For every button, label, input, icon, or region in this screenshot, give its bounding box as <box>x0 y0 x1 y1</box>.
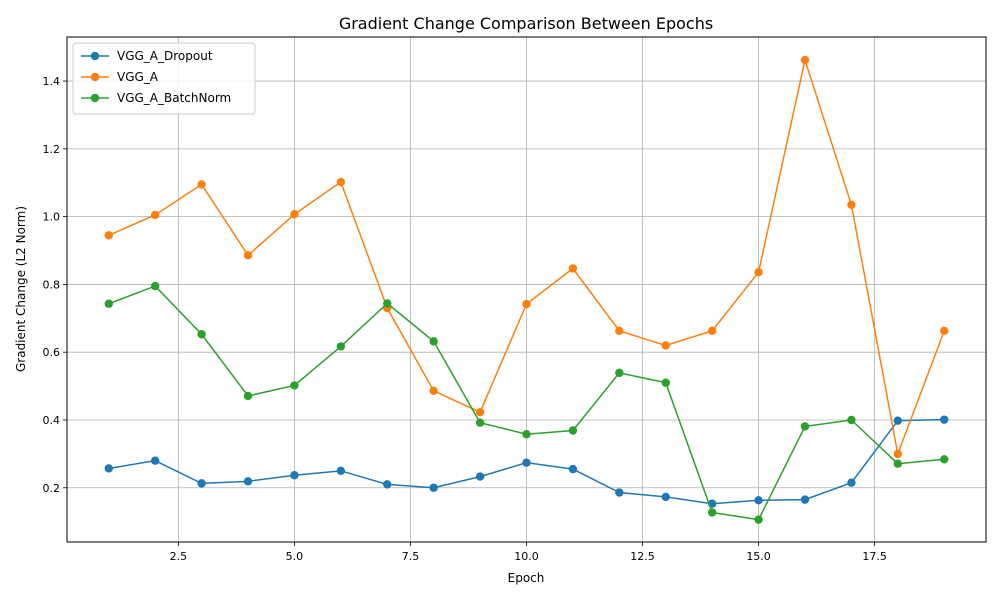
data-point <box>150 456 160 465</box>
legend-swatch-marker <box>90 93 100 103</box>
x-tick-label: 10.0 <box>514 550 539 563</box>
y-tick-label: 0.8 <box>43 278 61 291</box>
data-point <box>893 416 903 425</box>
data-point <box>429 337 438 346</box>
data-point <box>847 200 856 209</box>
data-point <box>522 430 531 439</box>
y-tick-label: 1.4 <box>43 75 61 88</box>
legend: VGG_A_Dropout VGG_A VGG_A_BatchNorm <box>72 42 256 115</box>
x-axis-label: Epoch <box>508 571 545 585</box>
data-point <box>661 492 670 502</box>
data-point <box>150 210 160 220</box>
legend-swatch-marker <box>90 51 100 61</box>
legend-label: VGG_A_Dropout <box>117 49 213 63</box>
data-point <box>429 386 438 396</box>
data-point <box>383 480 392 489</box>
x-tick-label: 5.0 <box>286 550 304 563</box>
data-point <box>336 342 346 351</box>
x-tick-label: 2.5 <box>170 550 188 563</box>
data-point <box>104 464 113 473</box>
data-point <box>475 472 485 481</box>
data-point <box>754 515 763 524</box>
x-tick-label: 17.5 <box>862 550 887 563</box>
axis-ticks: 2.5 5.0 7.5 10.0 12.5 15.0 17.5 0.2 0.4 0.6 0.8 1.0… <box>43 75 887 563</box>
data-point <box>707 326 717 336</box>
data-point <box>615 368 624 378</box>
data-point <box>336 177 346 187</box>
data-point <box>290 471 299 480</box>
data-point <box>800 55 810 65</box>
data-point <box>197 479 206 488</box>
x-tick-label: 15.0 <box>746 550 771 563</box>
data-point <box>150 281 160 291</box>
data-point <box>243 477 253 486</box>
data-point <box>290 210 299 219</box>
data-point <box>475 407 485 417</box>
legend-item: VGG_A_BatchNorm <box>81 91 231 105</box>
data-point <box>800 422 810 431</box>
data-point <box>661 341 670 350</box>
data-point <box>197 330 206 339</box>
y-tick-label: 1.0 <box>43 211 61 224</box>
legend-box <box>72 42 256 115</box>
data-point <box>243 391 253 401</box>
y-tick-label: 1.2 <box>43 143 61 156</box>
x-tick-label: 7.5 <box>402 550 420 563</box>
legend-label: VGG_A_BatchNorm <box>117 91 231 105</box>
legend-label: VGG_A <box>117 70 159 84</box>
data-point <box>104 231 113 240</box>
y-tick-label: 0.2 <box>43 482 61 495</box>
x-tick-label: 12.5 <box>630 550 655 563</box>
series-layer <box>104 55 949 524</box>
data-point <box>243 251 253 260</box>
data-point <box>847 415 856 425</box>
data-point <box>940 415 949 424</box>
data-point <box>707 508 717 517</box>
data-point <box>893 459 903 468</box>
y-tick-label: 0.6 <box>43 346 61 359</box>
data-point <box>893 449 903 459</box>
data-point <box>940 455 949 464</box>
data-point <box>615 326 624 336</box>
data-point <box>290 381 299 390</box>
data-point <box>615 488 624 497</box>
legend-swatch-marker <box>90 72 100 82</box>
data-point <box>197 180 206 189</box>
chart-title: Gradient Change Comparison Between Epoch… <box>339 14 713 33</box>
data-point <box>429 483 438 492</box>
data-point <box>940 326 949 336</box>
data-point <box>847 478 856 487</box>
data-point <box>475 418 485 427</box>
data-point <box>383 299 392 308</box>
data-point <box>568 464 578 474</box>
legend-item: VGG_A <box>81 70 159 84</box>
legend-item: VGG_A_Dropout <box>81 49 213 63</box>
data-point <box>522 458 531 467</box>
series-vgg-a <box>104 55 949 459</box>
data-point <box>568 264 578 273</box>
data-point <box>336 466 346 476</box>
data-point <box>754 268 763 277</box>
data-point <box>754 496 763 505</box>
data-point <box>800 495 810 504</box>
y-tick-label: 0.4 <box>43 414 61 427</box>
data-point <box>661 378 670 387</box>
data-point <box>104 299 113 308</box>
data-point <box>522 299 531 309</box>
series-vgg-a-batchnorm <box>104 281 949 524</box>
data-point <box>568 426 578 435</box>
y-axis-label: Gradient Change (L2 Norm) <box>14 206 28 372</box>
